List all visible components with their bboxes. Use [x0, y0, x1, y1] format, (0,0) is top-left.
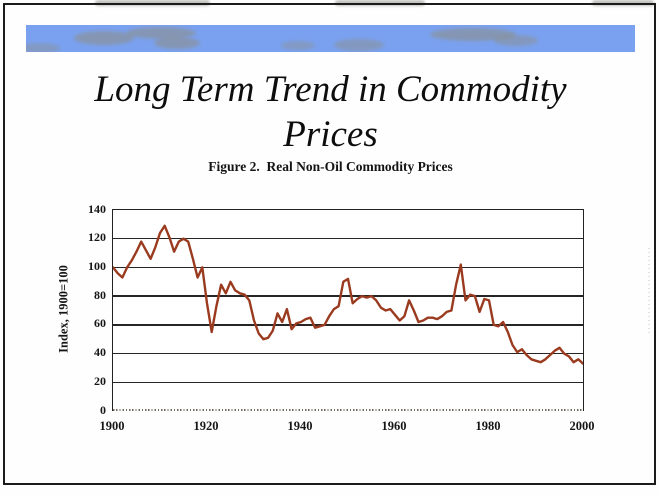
x-tick-label: 2000 [569, 419, 595, 433]
commodity-price-chart [113, 224, 583, 365]
banner-smudge [494, 35, 538, 46]
y-tick-label: 100 [88, 258, 106, 273]
y-tick-label: 20 [94, 373, 106, 388]
y-axis-ticks: 0 20 40 60 80 100 120 140 [70, 202, 106, 417]
y-tick-label: 60 [94, 316, 106, 331]
plot-area [112, 209, 584, 411]
banner-smudge [154, 37, 200, 49]
scan-smudge [95, 0, 210, 6]
banner-smudge [26, 43, 60, 52]
slide-title-line1: Long Term Trend in Commodity [94, 69, 567, 110]
y-tick-label: 80 [94, 287, 106, 302]
x-tick-label: 1940 [287, 419, 313, 433]
gridline [113, 381, 583, 384]
scan-artifact-dots [648, 248, 650, 333]
y-tick-label: 140 [88, 201, 106, 216]
gridline [113, 237, 583, 240]
x-axis-tick-strip [113, 408, 583, 411]
y-tick-label: 40 [94, 345, 106, 360]
banner-smudge [430, 28, 516, 41]
gridline [113, 295, 583, 297]
x-tick-label: 1980 [475, 419, 501, 433]
slide-title: Long Term Trend in Commodity Prices [0, 67, 661, 157]
y-tick-label: 0 [100, 402, 106, 417]
x-tick-label: 1960 [381, 419, 407, 433]
banner-smudge [74, 31, 134, 45]
banner [26, 25, 635, 52]
scan-smudge [335, 0, 425, 6]
slide-title-line2: Prices [283, 114, 378, 155]
x-tick-label: 1900 [99, 419, 125, 433]
scan-smudge [592, 0, 654, 6]
gridline [113, 266, 583, 269]
banner-smudge [334, 39, 384, 51]
y-tick-label: 120 [88, 230, 106, 245]
x-tick-label: 1920 [193, 419, 219, 433]
figure-caption: Figure 2. Real Non-Oil Commodity Prices [208, 159, 453, 174]
x-axis-ticks: 1900 1920 1940 1960 1980 2000 [100, 419, 595, 435]
gridline [113, 324, 583, 326]
banner-smudge [126, 27, 196, 39]
gridline [113, 352, 583, 355]
banner-smudge [281, 41, 315, 50]
price-line [113, 224, 583, 365]
